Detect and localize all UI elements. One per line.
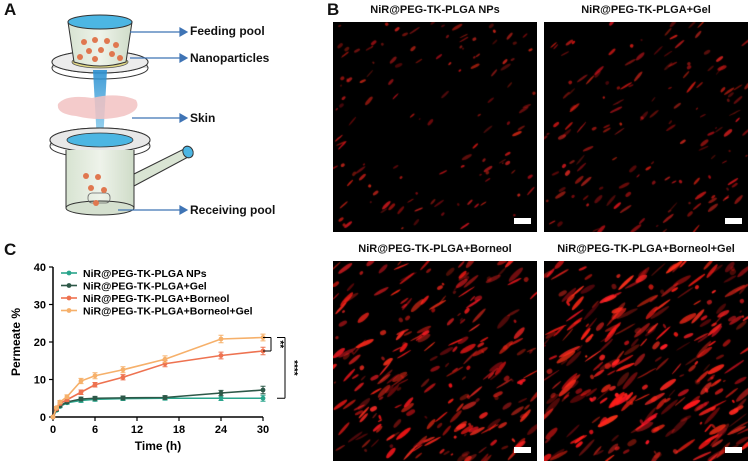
data-point [162,356,168,362]
micro-title-1: NiR@PEG-TK-PLGA NPs [370,4,500,16]
data-point [218,390,224,396]
x-tick-label: 12 [131,424,143,436]
data-point [78,396,84,402]
skin-label: Skin [190,111,216,125]
micro-title-2: NiR@PEG-TK-PLGA+Gel [581,4,711,16]
x-axis-label: Time (h) [135,439,181,453]
data-point [120,374,126,380]
y-tick-label: 30 [34,300,46,312]
x-tick-label: 30 [257,424,269,436]
micro-title-3: NiR@PEG-TK-PLGA+Borneol [358,243,512,255]
x-tick-label: 0 [50,424,56,436]
receiving-pool-label: Receiving pool [190,203,276,217]
panel-label-a: A [4,0,17,19]
legend-marker [66,270,72,276]
micro-title-4: NiR@PEG-TK-PLGA+Borneol+Gel [557,243,735,255]
y-tick-label: 0 [40,412,46,424]
skin-membrane [57,95,138,119]
y-tick-label: 20 [34,337,46,349]
legend-marker [66,295,72,301]
legend-label: NiR@PEG-TK-PLGA+Borneol+Gel [83,306,253,318]
data-point [218,336,224,342]
y-tick-label: 40 [34,262,46,274]
data-point [92,382,98,388]
scale-bar [514,447,531,453]
franz-cell-diagram [49,14,194,216]
scale-bar [725,218,742,224]
data-point [260,387,266,393]
micrograph-nps [333,22,537,232]
significance-label: ** [274,340,285,348]
x-tick-label: 18 [173,424,185,436]
data-point [120,367,126,373]
receiving-pool-body [65,145,194,216]
legend-label: NiR@PEG-TK-PLGA NPs [83,268,207,280]
y-axis-label: Permeate % [9,308,23,376]
significance-label: **** [288,360,299,376]
feeding-pool-cup [67,14,133,67]
data-point [92,373,98,379]
panel-label-c: C [4,240,17,259]
y-tick-label: 10 [34,375,46,387]
data-point [64,394,70,400]
data-point [57,399,63,405]
data-point [218,395,224,401]
nanoparticles-donor [77,37,123,62]
data-point [50,414,56,420]
label-arrows [118,26,189,216]
micrograph-canvas-3 [333,261,537,461]
series-line [52,397,263,418]
data-point [92,395,98,401]
data-point [162,395,168,400]
legend-label: NiR@PEG-TK-PLGA+Gel [83,281,207,293]
micrograph-borneol [333,261,537,461]
legend-label: NiR@PEG-TK-PLGA+Borneol [83,293,230,305]
micrograph-borneol-gel [544,261,748,461]
micrograph-canvas-2 [544,22,748,232]
x-tick-label: 24 [215,424,228,436]
nanoparticles-receiver [83,173,107,206]
legend-marker [66,283,72,288]
legend-marker [66,308,72,313]
micrograph-canvas-4 [544,261,748,461]
x-tick-label: 6 [92,424,98,436]
data-point [120,395,126,401]
permeation-chart: 0 10 20 30 40 0 6 12 18 24 30 Time (h) Permeate % NiR… [9,262,299,453]
data-point [78,378,84,384]
micrograph-gel [544,22,748,232]
data-point [218,353,224,358]
data-point [78,389,84,395]
series-line [52,389,264,418]
panel-label-b: B [327,0,340,19]
data-point [260,395,266,401]
scale-bar [514,218,531,224]
data-point [54,405,59,411]
nanoparticles-label: Nanoparticles [190,51,270,65]
scale-bar [725,447,742,453]
feeding-pool-label: Feeding pool [190,24,265,38]
receptor-plate [49,127,151,159]
micrograph-canvas-1 [333,22,537,232]
series-line [52,336,264,418]
